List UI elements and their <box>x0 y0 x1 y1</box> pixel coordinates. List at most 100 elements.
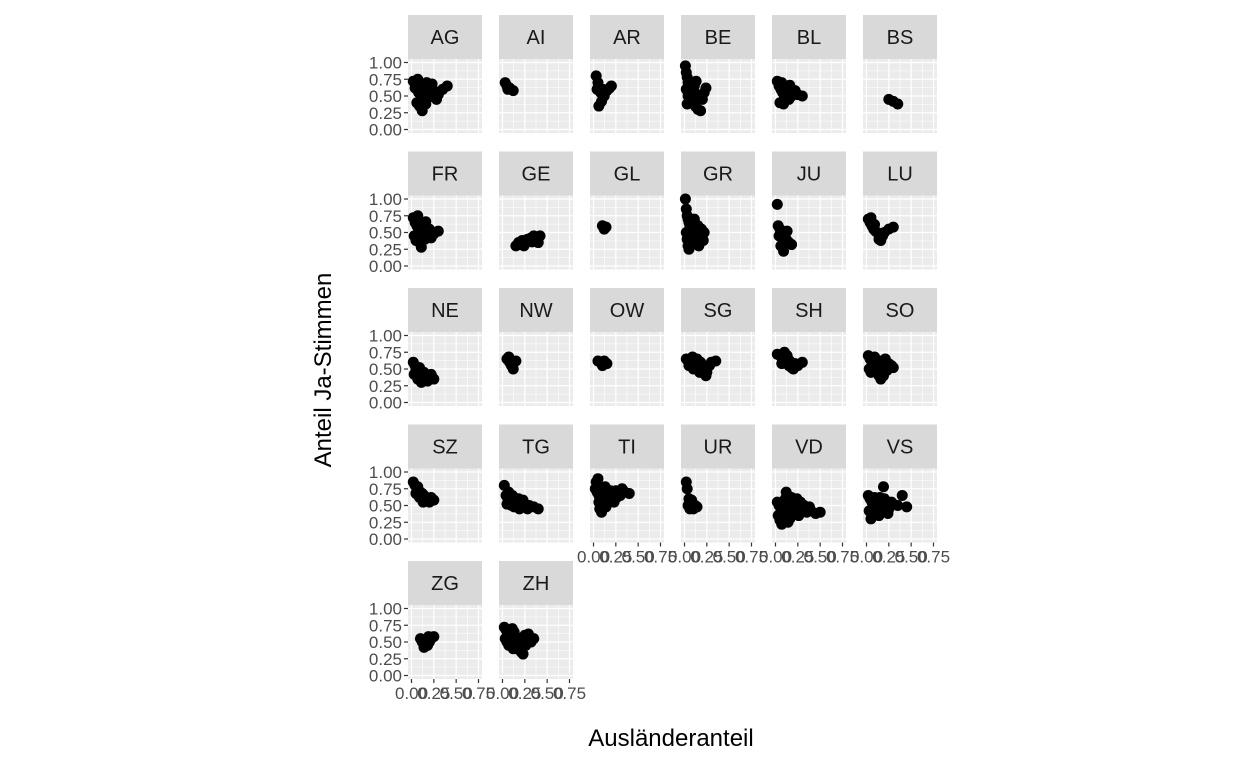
panel-fr: FR 0.000.250.500.751.00 <box>369 151 482 276</box>
panel-be: BE <box>679 15 755 133</box>
panel-lu: LU <box>862 151 937 270</box>
strip-background <box>772 288 846 332</box>
data-point <box>791 493 803 505</box>
data-point <box>869 218 881 230</box>
strip-background <box>499 424 573 469</box>
data-point <box>781 225 793 237</box>
y-tick-label: 0.50 <box>369 360 402 379</box>
y-tick-label: 1.00 <box>369 600 402 619</box>
x-tick-label: 0.75 <box>917 548 950 567</box>
strip-background <box>772 15 846 59</box>
data-point <box>421 370 433 382</box>
panel-so: SO <box>862 288 937 406</box>
data-point <box>415 241 427 253</box>
data-point <box>796 90 808 102</box>
strip-background <box>681 15 755 59</box>
strip-label: OW <box>610 300 645 322</box>
y-tick-label: 0.25 <box>369 513 402 532</box>
strip-label: ZG <box>431 573 459 595</box>
strip-label: BE <box>705 27 732 49</box>
strip-background <box>499 151 573 196</box>
x-axis-title: Ausländeranteil <box>588 725 753 752</box>
strip-label: VS <box>887 437 914 459</box>
data-point <box>892 98 904 110</box>
data-point <box>681 98 693 110</box>
data-point <box>789 358 801 370</box>
strip-background <box>408 424 482 469</box>
x-tick-label: 0.75 <box>644 548 677 567</box>
strip-label: JU <box>797 164 821 186</box>
data-point <box>679 193 691 205</box>
data-point <box>425 232 437 244</box>
data-point <box>879 494 891 506</box>
strip-label: SZ <box>432 437 458 459</box>
data-point <box>684 503 696 515</box>
strip-background <box>863 151 937 196</box>
y-tick-label: 0.00 <box>369 257 402 276</box>
data-point <box>892 500 904 511</box>
y-tick-label: 1.00 <box>369 327 402 346</box>
data-point <box>417 225 429 237</box>
y-tick-label: 0.75 <box>369 480 402 499</box>
data-point <box>412 210 424 222</box>
data-point <box>412 481 424 493</box>
data-point <box>814 506 826 518</box>
y-tick-label: 0.25 <box>369 377 402 396</box>
strip-label: BS <box>887 27 914 49</box>
data-point <box>875 235 887 247</box>
x-tick-label: 0.00 <box>850 548 883 567</box>
data-point <box>426 78 438 90</box>
data-point <box>409 82 421 94</box>
strip-background <box>681 151 755 196</box>
panel-tg: TG <box>498 424 573 543</box>
data-point <box>700 82 712 94</box>
y-tick-label: 0.00 <box>369 121 402 140</box>
data-point <box>611 491 623 503</box>
strip-background <box>590 288 664 332</box>
strip-label: LU <box>887 164 913 186</box>
x-tick-label: 0.75 <box>462 684 495 703</box>
data-point <box>690 75 702 87</box>
data-point <box>526 236 538 248</box>
y-axis-title: Anteil Ja-Stimmen <box>310 273 337 468</box>
strip-label: BL <box>797 27 821 49</box>
panel-ow: OW <box>590 288 664 406</box>
strip-background <box>408 15 482 59</box>
data-point <box>517 494 529 506</box>
strip-background <box>863 424 937 469</box>
strip-background <box>590 15 664 59</box>
data-point <box>504 635 516 647</box>
data-point <box>686 237 698 249</box>
strip-background <box>408 288 482 332</box>
strip-label: UR <box>704 437 733 459</box>
x-tick-label: 0.25 <box>508 684 541 703</box>
data-point <box>879 353 891 365</box>
strip-label: AR <box>613 27 641 49</box>
strip-label: GL <box>614 164 641 186</box>
data-point <box>517 648 529 660</box>
strip-label: FR <box>432 164 459 186</box>
data-point <box>697 235 709 247</box>
x-tick-label: 0.75 <box>735 548 768 567</box>
strip-label: AI <box>527 27 546 49</box>
data-point <box>596 506 608 518</box>
panel-zh: ZH 0.000.250.500.75 <box>486 561 586 703</box>
panel-ur: UR 0.000.250.500.75 <box>668 424 768 567</box>
strip-label: AG <box>431 27 460 49</box>
strip-background <box>590 424 664 469</box>
strip-label: SH <box>795 300 823 322</box>
panel-bs: BS <box>863 15 937 133</box>
data-point <box>695 223 707 235</box>
x-tick-label: 0.50 <box>622 548 655 567</box>
data-point <box>591 83 603 95</box>
data-point <box>773 230 785 242</box>
data-point <box>778 98 790 110</box>
strip-label: NW <box>519 300 552 322</box>
strip-background <box>408 561 482 605</box>
x-tick-label: 0.00 <box>759 548 792 567</box>
data-point <box>778 245 790 257</box>
panel-ge: GE <box>499 151 573 270</box>
x-tick-label: 0.25 <box>599 548 632 567</box>
strip-background <box>863 288 937 332</box>
